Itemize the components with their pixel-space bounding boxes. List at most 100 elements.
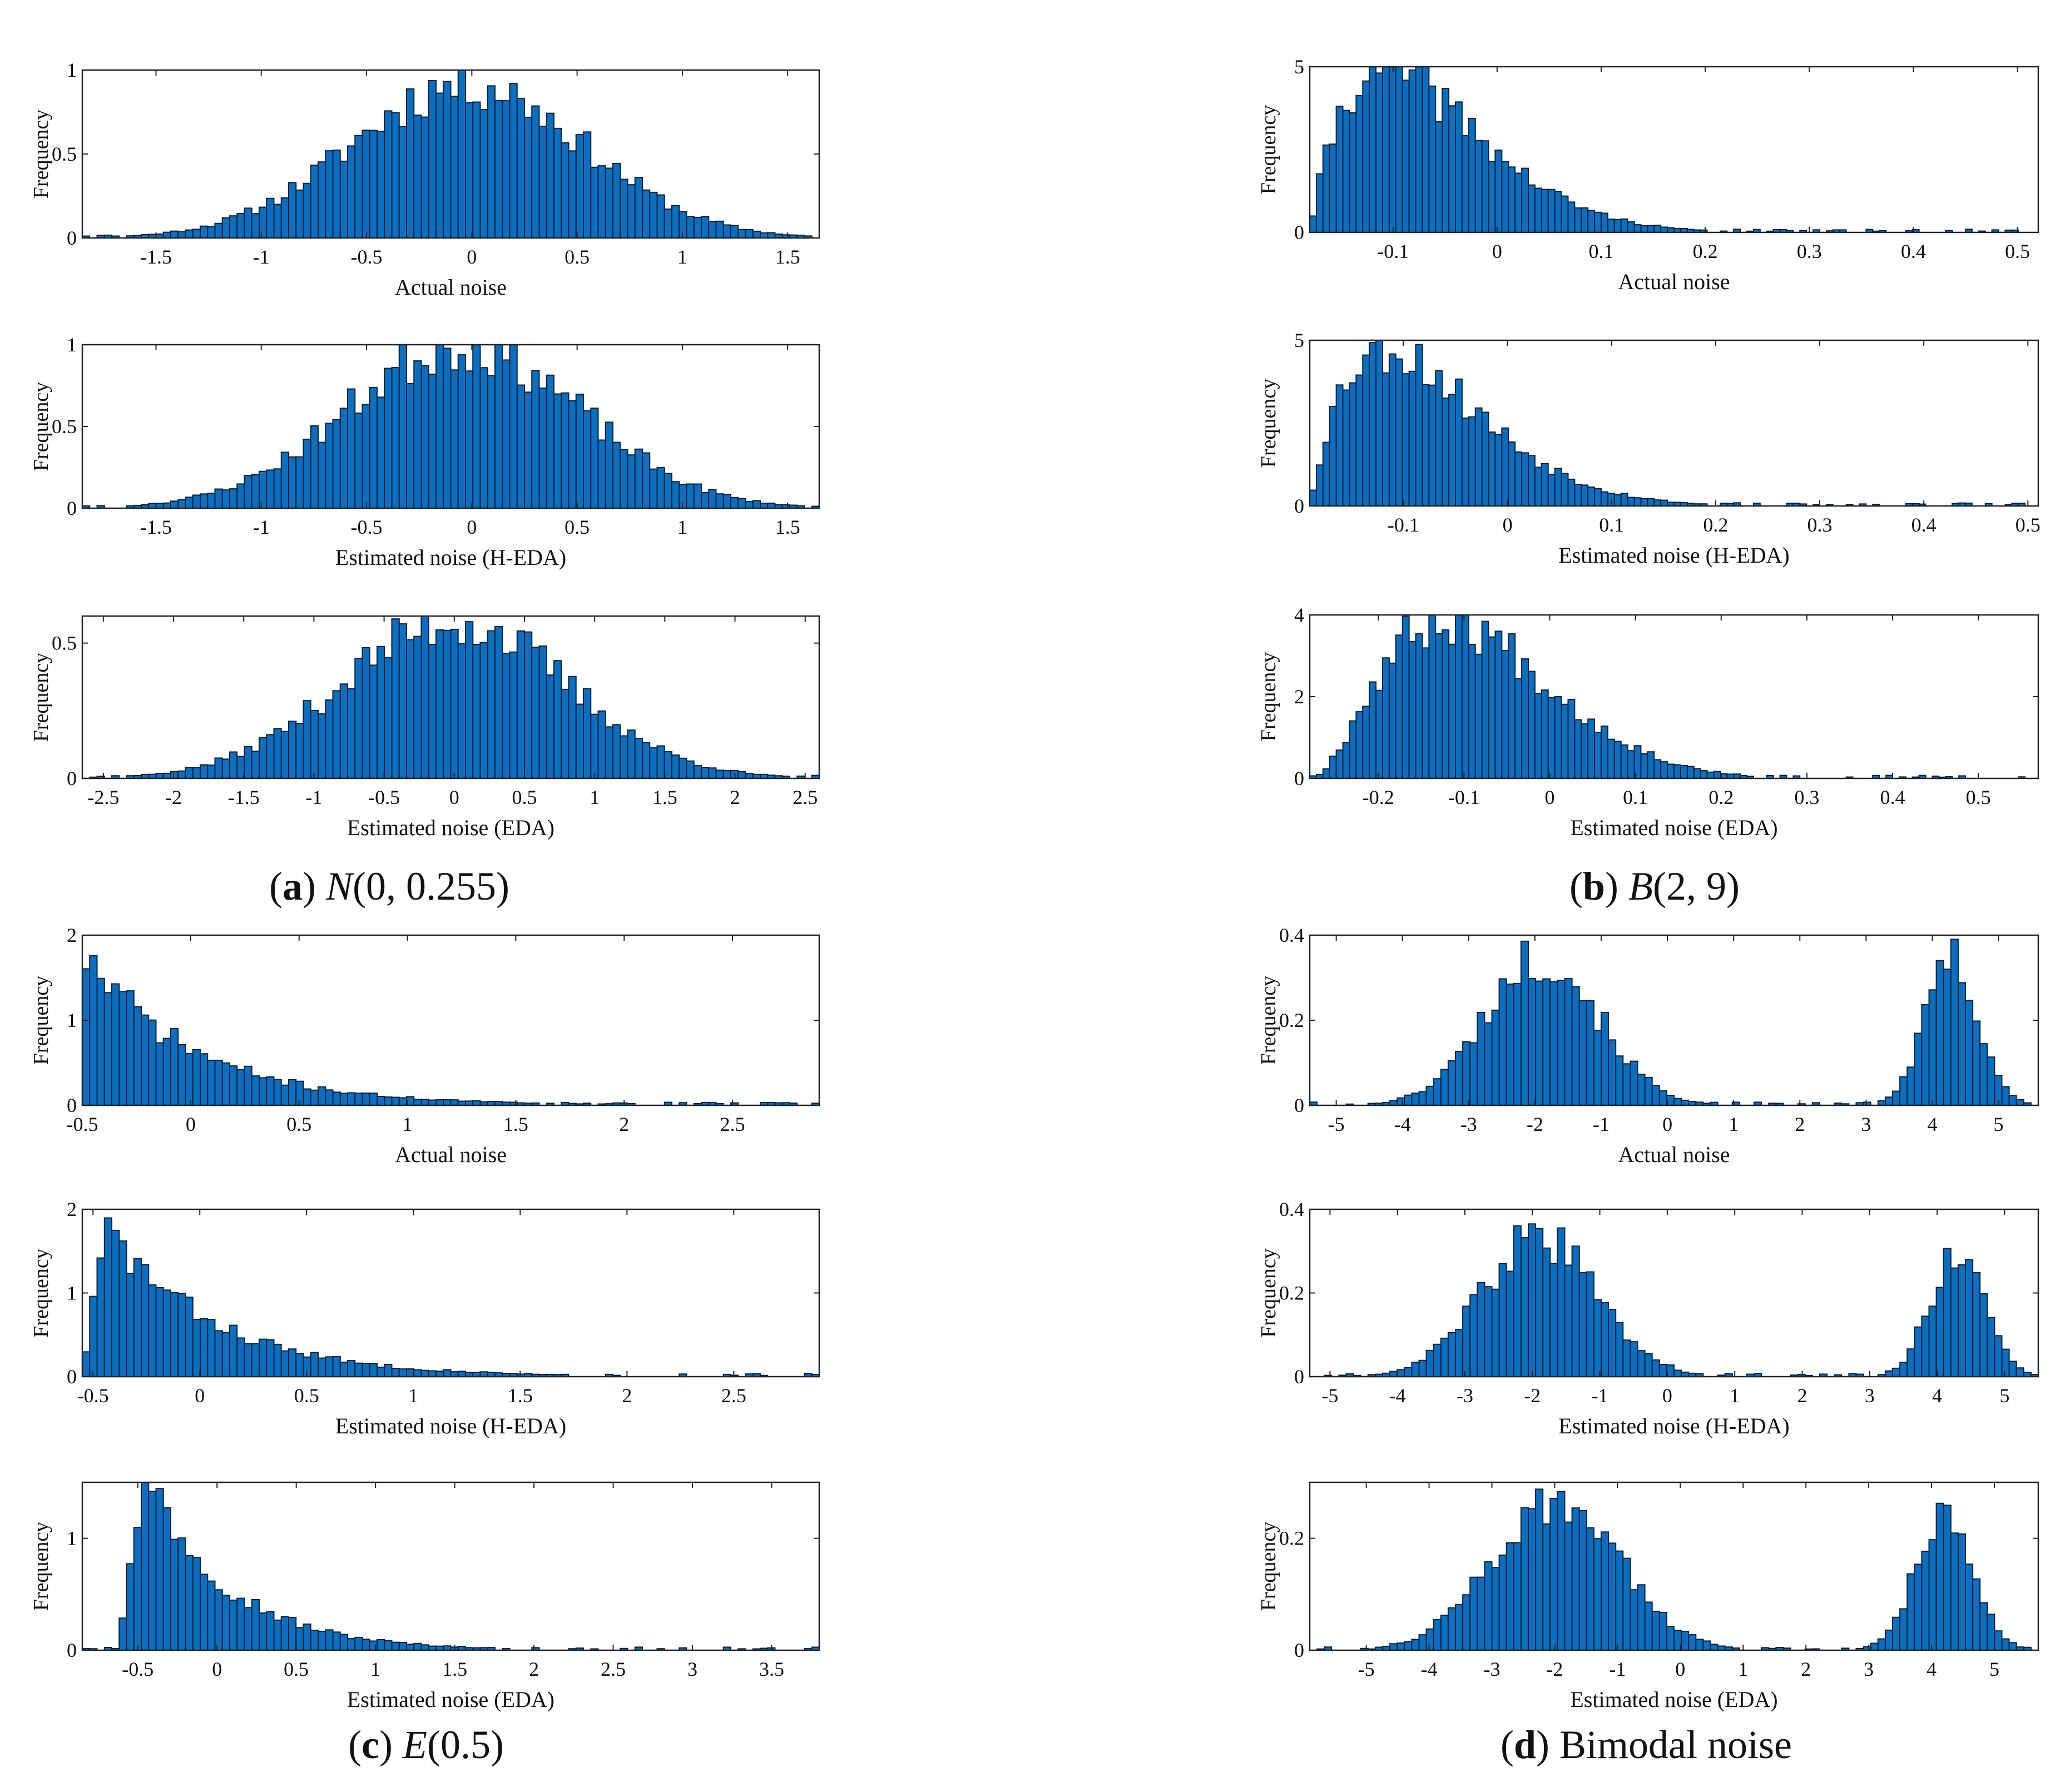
x-tick-label: -2.5 <box>87 786 119 808</box>
histogram-bar <box>398 1097 407 1106</box>
y-tick-label: 0 <box>67 227 77 249</box>
histogram-bar <box>590 713 599 780</box>
histogram-bar <box>1613 219 1622 234</box>
histogram-bar <box>1578 1510 1587 1651</box>
histogram-bar <box>1484 1022 1493 1106</box>
histogram-bar <box>2001 1086 2010 1106</box>
histogram-bar <box>1561 703 1569 779</box>
histogram-bar <box>1402 80 1410 233</box>
histogram-bar <box>1660 499 1668 507</box>
histogram-bar <box>1389 1643 1398 1651</box>
histogram-bar <box>524 391 533 509</box>
histogram-bar <box>1422 66 1430 233</box>
y-tick-label: 0 <box>1294 221 1304 244</box>
histogram-bar <box>251 213 260 239</box>
histogram-bar <box>1702 1640 1711 1651</box>
histogram-bar <box>1653 225 1662 233</box>
histogram-bar <box>1581 723 1589 779</box>
histogram-bar <box>1474 140 1483 233</box>
histogram-bar <box>1660 761 1668 779</box>
histogram-bar <box>642 452 651 509</box>
histogram-bar <box>273 728 282 779</box>
histogram-bar <box>1455 101 1463 233</box>
x-tick-label: -1.5 <box>140 516 172 538</box>
histogram-bar <box>310 1089 319 1106</box>
histogram-bar <box>177 1537 186 1651</box>
axes-frame <box>1309 339 2039 507</box>
histogram-bar <box>671 205 680 239</box>
histogram-bar <box>295 1353 304 1377</box>
x-tick-label: -0.2 <box>1363 786 1394 808</box>
histogram-bar <box>192 494 201 509</box>
histogram-bar <box>1613 494 1622 507</box>
histogram-bar <box>229 1599 238 1651</box>
histogram-bar <box>450 1371 459 1377</box>
histogram-bar <box>502 100 511 239</box>
x-tick-label: 0 <box>467 516 477 538</box>
x-tick-label: 0.3 <box>1797 240 1822 262</box>
x-tick-label: 0 <box>1545 786 1555 808</box>
histogram-bar <box>1928 1305 1937 1377</box>
histogram-bar <box>634 448 643 509</box>
histogram-bar <box>1362 706 1370 780</box>
histogram-bar <box>111 983 120 1106</box>
histogram-bar <box>318 441 326 509</box>
histogram-bar <box>435 344 444 509</box>
histogram-bar <box>185 1053 194 1106</box>
histogram-bar <box>369 1093 378 1106</box>
histogram-bar <box>1593 1538 1602 1651</box>
histogram-bar <box>103 992 112 1106</box>
histogram-bar <box>339 408 348 509</box>
x-tick-label: -5 <box>1328 1113 1345 1135</box>
x-axis-label: Estimated noise (H-EDA) <box>1558 543 1789 568</box>
histogram-bar <box>708 767 717 779</box>
histogram-bar <box>384 1096 393 1106</box>
histogram-bar <box>236 483 245 509</box>
histogram-bar <box>273 1079 282 1106</box>
histogram-bar <box>1315 464 1324 507</box>
histogram-bar <box>244 475 252 509</box>
histogram-bar <box>1422 647 1430 779</box>
axes-frame <box>1309 66 2039 234</box>
histogram-bar <box>192 767 201 780</box>
histogram-bar <box>612 162 621 239</box>
x-axis-label: Actual noise <box>395 1142 507 1167</box>
histogram-bar <box>1488 431 1496 507</box>
histogram-bar <box>361 647 370 779</box>
histogram-bar <box>303 700 311 780</box>
histogram-bar <box>760 503 769 509</box>
histogram-bar <box>1549 1498 1558 1651</box>
x-tick-label: -1 <box>253 246 270 268</box>
histogram-bar <box>354 1093 363 1106</box>
histogram-bar <box>597 710 606 779</box>
histogram-bar <box>118 1240 127 1377</box>
x-tick-label: 0.5 <box>512 786 537 808</box>
histogram-bar <box>1355 711 1364 780</box>
histogram-bar <box>251 751 260 780</box>
histogram-bar <box>177 1044 186 1106</box>
histogram-bar <box>1673 1369 1682 1377</box>
y-tick-label: 0 <box>67 1639 77 1661</box>
histogram-bar <box>155 773 164 779</box>
histogram-bar <box>553 127 562 239</box>
histogram-bar <box>1513 1225 1522 1378</box>
histogram-bar <box>318 713 326 780</box>
x-tick-label: -0.5 <box>67 1113 98 1135</box>
histogram-bar <box>347 1360 356 1378</box>
histogram-bar <box>177 1293 186 1378</box>
histogram-bar <box>1488 161 1496 234</box>
histogram-bar <box>2008 1095 2017 1106</box>
histogram-bar <box>450 369 459 509</box>
histogram-bar <box>597 165 606 239</box>
histogram-bar <box>465 102 474 239</box>
histogram-bar <box>141 1264 150 1377</box>
histogram-bar <box>1528 1223 1537 1378</box>
histogram-bar <box>1554 468 1562 507</box>
histogram-bar <box>1965 1000 1974 1106</box>
histogram-bar <box>1477 1576 1485 1651</box>
histogram-bar <box>561 688 570 779</box>
histogram-bar <box>1899 1362 1908 1378</box>
histogram-bar <box>369 130 378 239</box>
axes-frame <box>1309 1481 2039 1651</box>
